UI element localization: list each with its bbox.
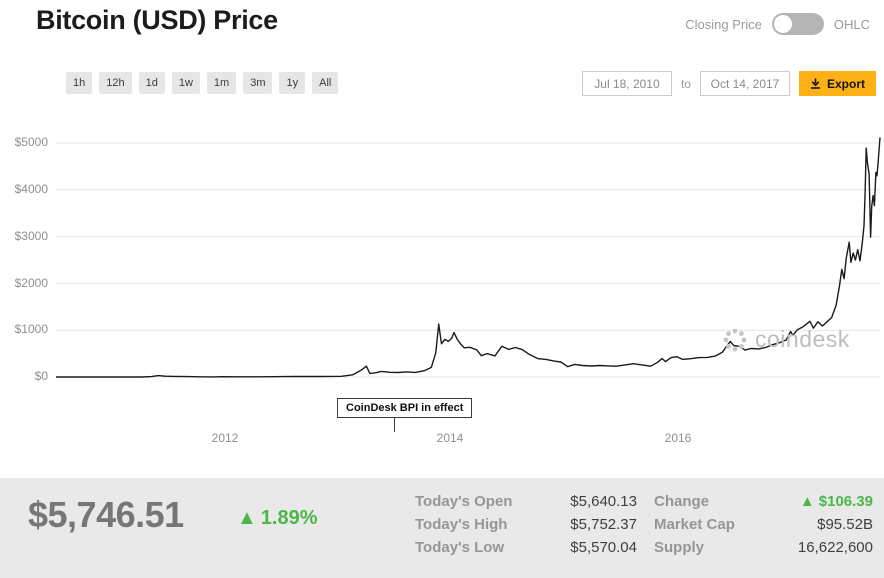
bpi-annotation-pointer	[394, 417, 395, 432]
date-range-separator: to	[680, 76, 691, 91]
coindesk-watermark-text: coindesk	[755, 326, 850, 352]
closing-price-label[interactable]: Closing Price	[685, 16, 762, 32]
stat-row-todays-high: Today's High $5,752.37	[415, 513, 637, 536]
y-axis-label: $2000	[14, 276, 48, 290]
page-title: Bitcoin (USD) Price	[36, 5, 278, 35]
up-arrow-icon: ▲	[799, 493, 815, 510]
start-date-input[interactable]	[581, 71, 672, 96]
stat-row-todays-low: Today's Low $5,570.04	[415, 536, 637, 559]
range-button-all[interactable]: All	[312, 72, 339, 94]
market-stats-column: Change ▲ $106.39 Market Cap $95.52B Suppl…	[654, 490, 873, 559]
stat-row-supply: Supply 16,622,600	[654, 536, 873, 559]
range-button-1m[interactable]: 1m	[206, 72, 237, 94]
stat-label: Change	[654, 493, 710, 510]
date-range-controls: to Export	[581, 71, 876, 96]
price-type-switch: Closing Price OHLC	[685, 13, 870, 35]
ohlc-label[interactable]: OHLC	[833, 16, 870, 32]
stat-value: $95.52B	[817, 516, 873, 533]
stat-value: 16,622,600	[797, 539, 873, 556]
stat-label: Today's Low	[415, 539, 505, 556]
stat-label: Supply	[654, 539, 705, 556]
current-price: $5,746.51	[28, 494, 184, 535]
y-axis-label: $3000	[14, 229, 48, 243]
stat-row-market-cap: Market Cap $95.52B	[654, 513, 873, 536]
up-arrow-icon: ▲	[237, 507, 257, 529]
range-button-12h[interactable]: 12h	[99, 72, 132, 94]
download-icon	[810, 78, 820, 89]
range-button-3m[interactable]: 3m	[243, 72, 273, 94]
y-axis-label: $0	[34, 369, 48, 383]
end-date-input[interactable]	[699, 71, 790, 96]
change-amount: $106.39	[818, 493, 873, 510]
stat-value: ▲ $106.39	[800, 493, 873, 510]
stat-label: Today's Open	[415, 493, 513, 510]
export-button[interactable]: Export	[798, 71, 876, 96]
coindesk-logo-icon	[723, 328, 747, 351]
stat-label: Market Cap	[654, 516, 735, 533]
stat-row-change: Change ▲ $106.39	[654, 490, 873, 513]
y-axis-label: $1000	[14, 322, 48, 336]
stat-value: $5,570.04	[570, 539, 637, 556]
stat-label: Today's High	[415, 516, 508, 533]
range-button-1h[interactable]: 1h	[66, 72, 93, 94]
coindesk-watermark: coindesk	[722, 326, 850, 353]
range-buttons: 1h 12h 1d 1w 1m 3m 1y All	[66, 72, 339, 94]
y-axis-label: $4000	[14, 182, 48, 196]
change-percent-value: 1.89%	[260, 507, 318, 529]
today-stats-column: Today's Open $5,640.13 Today's High $5,7…	[415, 490, 637, 559]
export-button-label: Export	[826, 76, 865, 91]
price-chart-svg	[56, 137, 881, 378]
x-axis-label: 2016	[664, 431, 692, 445]
range-button-1y[interactable]: 1y	[279, 72, 306, 94]
stat-value: $5,640.13	[570, 493, 637, 510]
toggle-knob	[773, 15, 792, 33]
stat-row-todays-open: Today's Open $5,640.13	[415, 490, 637, 513]
x-axis-label: 2012	[211, 431, 239, 445]
change-percent: ▲ 1.89%	[237, 507, 318, 530]
range-button-1w[interactable]: 1w	[171, 72, 200, 94]
y-axis-label: $5000	[14, 135, 48, 149]
stat-value: $5,752.37	[570, 516, 637, 533]
range-button-1d[interactable]: 1d	[138, 72, 165, 94]
x-axis-label: 2014	[436, 431, 464, 445]
price-type-toggle[interactable]	[771, 13, 824, 35]
bpi-annotation: CoinDesk BPI in effect	[337, 398, 473, 418]
price-summary-bar: $5,746.51 ▲ 1.89% Today's Open $5,640.13 …	[0, 478, 884, 578]
price-chart[interactable]: $5000 $4000 $3000 $2000 $1000 $0 2012 20…	[0, 110, 884, 458]
